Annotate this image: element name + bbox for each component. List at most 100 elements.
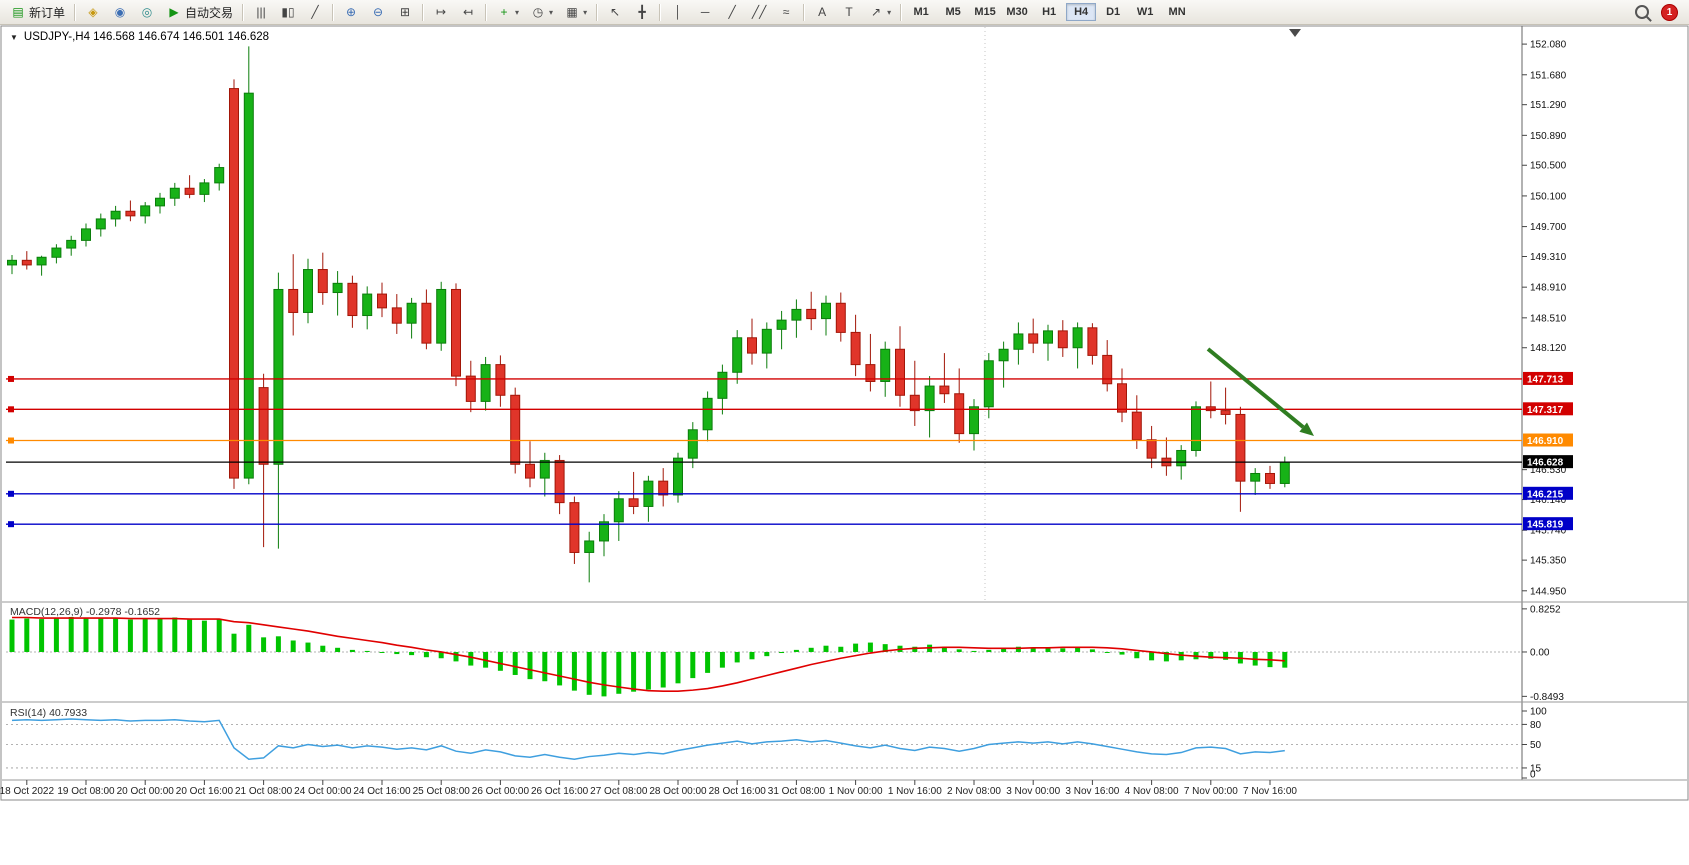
macd-histogram-bar [571, 651, 577, 691]
macd-histogram-bar [912, 646, 918, 652]
price-tick-label: 148.510 [1530, 313, 1567, 324]
fibonacci-button[interactable]: ≈ [773, 1, 799, 24]
candle-body [1191, 406, 1201, 451]
line-chart-button[interactable]: ╱ [302, 1, 328, 24]
price-tick-label: 150.890 [1530, 131, 1567, 142]
candle-body [687, 429, 698, 459]
candle-body [1043, 330, 1053, 344]
candle-body [1146, 439, 1157, 459]
zoom-out-button[interactable]: ⊖ [365, 1, 391, 24]
notification-badge[interactable]: 1 [1661, 3, 1678, 21]
candle-body [983, 360, 994, 408]
candle-body [436, 288, 447, 344]
vertical-line-button[interactable]: │ [665, 1, 691, 24]
macd-histogram-bar [1045, 647, 1051, 652]
candle-body [258, 387, 269, 465]
tf-button-m5[interactable]: M5 [945, 6, 961, 18]
bar-chart-button[interactable]: ||| [248, 1, 274, 24]
text-button[interactable]: A [809, 1, 835, 24]
auto-scroll-button[interactable]: ↦ [428, 1, 454, 24]
data-window-button[interactable]: ◉ [107, 1, 133, 24]
hline-handle[interactable] [8, 437, 14, 444]
macd-histogram-bar [53, 618, 59, 652]
candle-body [599, 521, 609, 542]
time-label: 3 Nov 00:00 [1006, 786, 1060, 797]
tf-button-h4[interactable]: H4 [1066, 3, 1097, 21]
candle-body [480, 364, 491, 402]
symbol-dropdown-icon[interactable]: ▼ [10, 32, 18, 42]
tf-button-d1[interactable]: D1 [1106, 6, 1121, 18]
hline-handle[interactable] [8, 490, 14, 497]
hline-handle[interactable] [8, 521, 14, 528]
time-label: 24 Oct 16:00 [353, 786, 411, 797]
tf-button-w1[interactable]: W1 [1136, 6, 1154, 18]
macd-histogram-bar [453, 651, 459, 662]
trend-arrow-line[interactable] [1206, 347, 1305, 429]
time-label: 27 Oct 08:00 [590, 786, 648, 797]
price-tick-label: 148.120 [1530, 343, 1567, 354]
candlestick-button[interactable]: ▮▯ [275, 1, 301, 24]
tf-button-h1[interactable]: H1 [1042, 6, 1057, 18]
candle-body [1117, 383, 1127, 413]
macd-histogram-bar [1030, 647, 1036, 652]
tf-button-m15[interactable]: M15 [974, 6, 996, 18]
candle-body [51, 247, 62, 258]
new-order-button[interactable]: ▤ 新订单 [5, 1, 70, 24]
autotrading-button[interactable]: ▶ 自动交易 [161, 1, 238, 24]
indicators-button[interactable]: + ▾ [491, 1, 524, 24]
macd-histogram-bar [542, 651, 548, 682]
macd-histogram-bar [838, 646, 844, 652]
zoom-in-button[interactable]: ⊕ [338, 1, 364, 24]
macd-histogram-bar [68, 616, 74, 652]
price-tick-label: 144.950 [1530, 586, 1567, 597]
trendline-button[interactable]: ╱ [719, 1, 745, 24]
candle-body [110, 210, 121, 220]
rsi-indicator-title: RSI(14) 40.7933 [10, 707, 88, 719]
periods-button[interactable]: ◷ ▾ [525, 1, 558, 24]
macd-histogram-bar [349, 649, 355, 652]
time-label: 7 Nov 16:00 [1243, 786, 1297, 797]
macd-histogram-bar [631, 651, 637, 692]
candle-body [1028, 333, 1039, 344]
tf-button-mn[interactable]: MN [1168, 6, 1186, 18]
price-tick-label: 149.700 [1530, 222, 1567, 233]
chart-shift-icon: ↤ [463, 5, 474, 19]
tf-button-m30[interactable]: M30 [1006, 6, 1028, 18]
macd-histogram-bar [364, 650, 370, 652]
toolbar-separator [596, 3, 599, 21]
price-tick-label: 152.080 [1530, 40, 1567, 51]
tf-button-m1[interactable]: M1 [913, 6, 929, 18]
indicators-icon: + [500, 5, 508, 19]
templates-button[interactable]: ▦ ▾ [559, 1, 592, 24]
price-tick-label: 148.910 [1530, 283, 1567, 294]
macd-histogram-bar [660, 651, 666, 688]
chart-shift-button[interactable]: ↤ [455, 1, 481, 24]
arrows-button[interactable]: ↗ ▾ [863, 1, 896, 24]
macd-histogram-bar [749, 651, 755, 660]
cursor-button[interactable]: ↖ [602, 1, 628, 24]
templates-icon: ▦ [566, 5, 578, 19]
candle-body [155, 197, 165, 207]
chart-shift-marker[interactable] [1289, 29, 1301, 37]
candle-body [451, 288, 461, 377]
text-label-button[interactable]: T [836, 1, 862, 24]
tile-windows-button[interactable]: ⊞ [392, 1, 418, 24]
candle-body [229, 88, 239, 479]
market-watch-button[interactable]: ◈ [80, 1, 106, 24]
price-tick-label: 151.680 [1530, 70, 1567, 81]
hline-handle[interactable] [8, 375, 14, 382]
crosshair-button[interactable]: ╋ [629, 1, 655, 24]
macd-histogram-bar [394, 651, 400, 655]
hline-handle[interactable] [8, 406, 14, 413]
trend-arrow-head[interactable] [1299, 422, 1314, 436]
macd-histogram-bar [616, 651, 622, 694]
channel-button[interactable]: ╱╱ [746, 1, 772, 24]
auto-scroll-icon: ↦ [436, 5, 447, 19]
time-label: 1 Nov 00:00 [829, 786, 883, 797]
horizontal-line-button[interactable]: ─ [692, 1, 718, 24]
navigator-button[interactable]: ◎ [134, 1, 160, 24]
candle-body [1013, 333, 1024, 350]
candle-body [1057, 330, 1068, 349]
search-button[interactable] [1630, 1, 1654, 24]
